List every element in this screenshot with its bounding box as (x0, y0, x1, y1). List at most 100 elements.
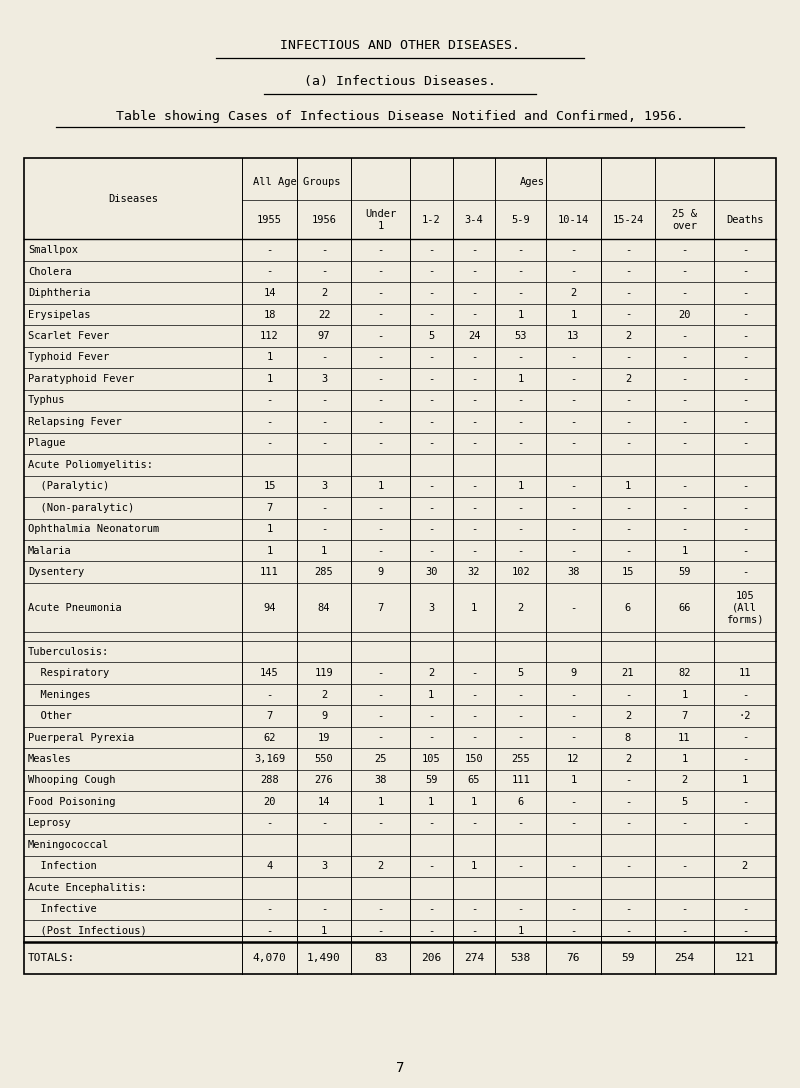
Text: -: - (266, 926, 273, 936)
Text: (Paralytic): (Paralytic) (28, 481, 110, 492)
Text: -: - (518, 288, 524, 298)
Text: Table showing Cases of Infectious Disease Notified and Confirmed, 1956.: Table showing Cases of Infectious Diseas… (116, 110, 684, 123)
Text: -: - (625, 267, 631, 276)
Text: -: - (570, 690, 577, 700)
Text: -: - (625, 926, 631, 936)
Text: -: - (266, 818, 273, 828)
Text: 1: 1 (321, 546, 327, 556)
Text: -: - (428, 732, 434, 742)
Text: -: - (570, 395, 577, 406)
Text: -: - (471, 245, 477, 255)
Text: 59: 59 (678, 567, 690, 578)
Text: -: - (625, 288, 631, 298)
Text: -: - (266, 690, 273, 700)
Text: -: - (378, 309, 384, 320)
Text: 1: 1 (428, 798, 434, 807)
Text: -: - (471, 503, 477, 512)
Text: 94: 94 (263, 603, 276, 613)
Text: -: - (742, 331, 748, 341)
Text: -: - (321, 818, 327, 828)
Text: -: - (625, 353, 631, 362)
Text: 1,490: 1,490 (307, 953, 341, 963)
Text: 1: 1 (682, 754, 687, 764)
Text: 7: 7 (396, 1062, 404, 1075)
Text: -: - (570, 862, 577, 871)
Text: -: - (742, 353, 748, 362)
Text: 121: 121 (734, 953, 755, 963)
Text: Malaria: Malaria (28, 546, 72, 556)
Text: 2: 2 (570, 288, 577, 298)
Text: 102: 102 (511, 567, 530, 578)
Text: -: - (378, 353, 384, 362)
Text: All Age Groups: All Age Groups (253, 177, 341, 187)
Text: -: - (378, 245, 384, 255)
Text: 1: 1 (471, 862, 477, 871)
Text: -: - (742, 503, 748, 512)
Text: -: - (378, 374, 384, 384)
Text: -: - (742, 374, 748, 384)
Text: 1: 1 (378, 481, 384, 492)
Text: Dysentery: Dysentery (28, 567, 84, 578)
Text: -: - (428, 546, 434, 556)
Text: -: - (321, 438, 327, 448)
Text: -: - (266, 904, 273, 914)
Text: -: - (742, 395, 748, 406)
Text: -: - (378, 288, 384, 298)
Text: -: - (428, 374, 434, 384)
Text: 6: 6 (518, 798, 524, 807)
Text: -: - (742, 267, 748, 276)
Text: -: - (625, 690, 631, 700)
Text: Ophthalmia Neonatorum: Ophthalmia Neonatorum (28, 524, 159, 534)
Text: -: - (518, 732, 524, 742)
Text: -: - (428, 395, 434, 406)
Text: 22: 22 (318, 309, 330, 320)
Text: -: - (471, 267, 477, 276)
Text: 254: 254 (674, 953, 694, 963)
Text: -: - (321, 524, 327, 534)
Text: -: - (625, 798, 631, 807)
Text: -: - (471, 524, 477, 534)
Text: -: - (378, 904, 384, 914)
Text: -: - (428, 818, 434, 828)
Text: -: - (742, 546, 748, 556)
Text: -: - (428, 288, 434, 298)
Text: -: - (625, 417, 631, 426)
Text: -: - (471, 732, 477, 742)
Text: 4: 4 (266, 862, 273, 871)
Text: 105
(All
forms): 105 (All forms) (726, 591, 763, 625)
Text: Meningococcal: Meningococcal (28, 840, 110, 850)
Text: -: - (518, 904, 524, 914)
Text: -: - (570, 603, 577, 613)
Text: -: - (378, 395, 384, 406)
Text: -: - (682, 395, 687, 406)
Text: Acute Poliomyelitis:: Acute Poliomyelitis: (28, 460, 153, 470)
Text: -: - (428, 926, 434, 936)
Text: -: - (742, 690, 748, 700)
Text: Food Poisoning: Food Poisoning (28, 798, 115, 807)
Text: -: - (682, 524, 687, 534)
Text: -: - (321, 245, 327, 255)
Text: -: - (682, 818, 687, 828)
Text: 3: 3 (321, 481, 327, 492)
Text: 550: 550 (314, 754, 334, 764)
Text: Diphtheria: Diphtheria (28, 288, 90, 298)
Text: -: - (378, 712, 384, 721)
Text: -: - (570, 712, 577, 721)
Text: -: - (742, 904, 748, 914)
Text: 5-9: 5-9 (511, 214, 530, 225)
Text: -: - (518, 417, 524, 426)
Text: 32: 32 (468, 567, 480, 578)
Text: 1: 1 (266, 374, 273, 384)
Text: -: - (518, 690, 524, 700)
Text: -: - (625, 776, 631, 786)
Text: -: - (742, 798, 748, 807)
Text: -: - (570, 904, 577, 914)
Text: -: - (471, 288, 477, 298)
Text: 9: 9 (570, 668, 577, 678)
Text: -: - (471, 309, 477, 320)
Text: INFECTIOUS AND OTHER DISEASES.: INFECTIOUS AND OTHER DISEASES. (280, 39, 520, 52)
Text: 25: 25 (374, 754, 386, 764)
Text: -: - (570, 417, 577, 426)
Text: 6: 6 (625, 603, 631, 613)
Text: (a) Infectious Diseases.: (a) Infectious Diseases. (304, 75, 496, 88)
